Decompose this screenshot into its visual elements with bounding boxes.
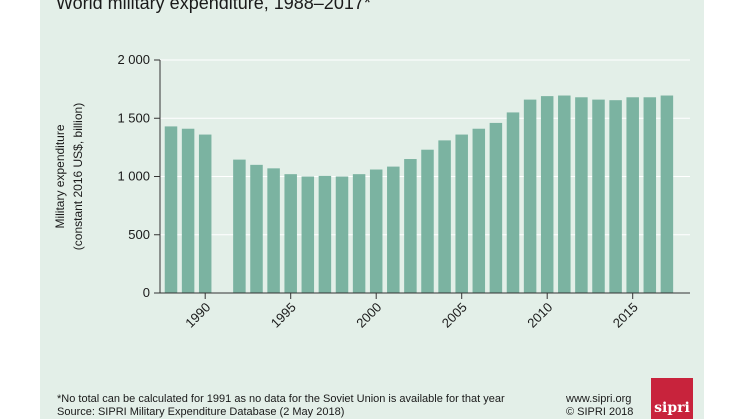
bar-1996 bbox=[301, 176, 315, 293]
bar-1999 bbox=[352, 174, 366, 293]
copyright: © SIPRI 2018 bbox=[566, 406, 634, 418]
bar-1988 bbox=[164, 126, 178, 293]
bar-2005 bbox=[455, 134, 468, 293]
bar-1998 bbox=[335, 176, 349, 293]
bar-2000 bbox=[369, 169, 383, 293]
bar-2006 bbox=[472, 128, 486, 293]
x-tick-label: 2015 bbox=[610, 300, 641, 331]
x-tick-label: 1995 bbox=[268, 300, 299, 331]
bar-2001 bbox=[387, 166, 400, 293]
bar-2003 bbox=[421, 149, 434, 293]
bar-1993 bbox=[250, 164, 263, 293]
bar-1995 bbox=[284, 174, 297, 293]
y-tick-label: 0 bbox=[143, 285, 150, 300]
bar-2007 bbox=[489, 122, 503, 293]
x-tick-label: 1990 bbox=[182, 300, 213, 331]
y-tick-label: 1 500 bbox=[117, 110, 150, 125]
source-note: Source: SIPRI Military Expenditure Datab… bbox=[57, 406, 345, 418]
footnote: *No total can be calculated for 1991 as … bbox=[57, 393, 505, 405]
bar-2010 bbox=[540, 96, 554, 294]
bar-2008 bbox=[506, 112, 520, 293]
x-tick-label: 2010 bbox=[524, 300, 555, 331]
chart-title: World military expenditure, 1988–2017* bbox=[56, 0, 371, 13]
bar-2014 bbox=[609, 100, 622, 293]
bar-2009 bbox=[523, 99, 537, 293]
bar-1989 bbox=[181, 128, 195, 293]
bar-2016 bbox=[643, 97, 657, 293]
logo-text: sipri bbox=[654, 400, 690, 416]
y-tick-label: 500 bbox=[128, 227, 150, 242]
bar-2004 bbox=[438, 140, 451, 293]
bar-1990 bbox=[198, 134, 212, 293]
y-tick-label: 2 000 bbox=[117, 52, 150, 67]
y-axis-title-line-1: Military expenditure bbox=[53, 124, 67, 228]
bar-2013 bbox=[592, 99, 605, 293]
y-axis-title-line-2: (constant 2016 US$, billion) bbox=[71, 103, 85, 250]
sipri-logo: sipri bbox=[651, 378, 693, 419]
bar-1994 bbox=[267, 168, 280, 293]
website-link[interactable]: www.sipri.org bbox=[566, 393, 632, 405]
bar-2015 bbox=[626, 97, 639, 293]
bar-2017 bbox=[660, 95, 674, 293]
bar-1997 bbox=[318, 175, 332, 293]
x-tick-label: 2005 bbox=[439, 300, 470, 331]
x-tick-label: 2000 bbox=[353, 300, 384, 331]
bar-1992 bbox=[233, 159, 246, 293]
bar-2012 bbox=[575, 97, 588, 293]
y-tick-label: 1 000 bbox=[117, 169, 150, 184]
bar-2002 bbox=[404, 159, 417, 293]
bar-2011 bbox=[558, 95, 571, 293]
